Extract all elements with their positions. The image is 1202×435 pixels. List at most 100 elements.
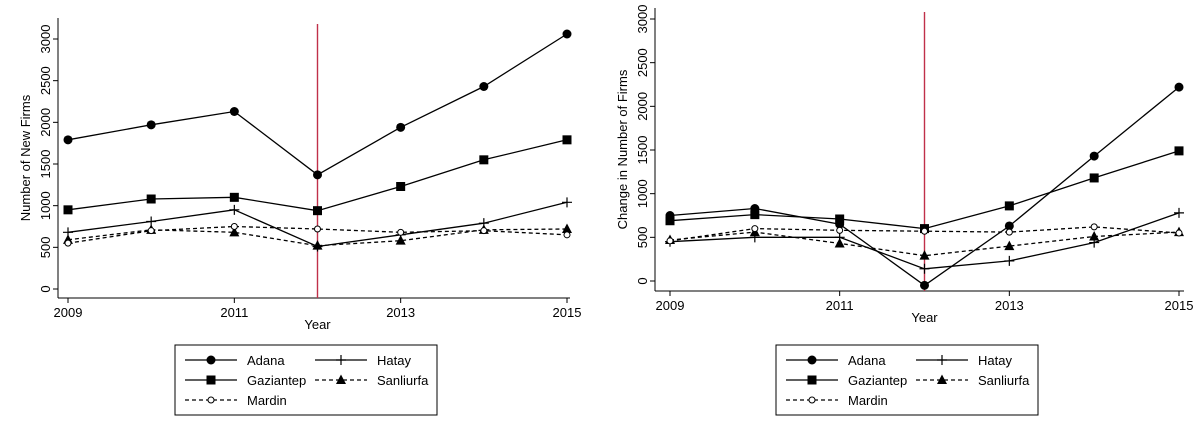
c1-series-hatay bbox=[665, 207, 1184, 274]
c1-point-mardin-2009 bbox=[666, 237, 674, 245]
c0-x-tick-label-2009: 2009 bbox=[54, 305, 83, 320]
c1-point-gaziantep-2009 bbox=[665, 216, 675, 226]
c1-point-sanliurfa-2013 bbox=[1004, 240, 1015, 251]
change-in-firms-chart: 0 500 1000 1500 2000 2500 3000 2009 2011 2013 2015… bbox=[615, 5, 1194, 416]
c1-point-sanliurfa-2011 bbox=[834, 237, 845, 248]
c0-point-mardin-2015 bbox=[563, 231, 571, 239]
c1-point-gaziantep-2014 bbox=[1089, 173, 1099, 183]
c0-point-gaziantep-2012 bbox=[313, 206, 322, 216]
c0-legend: Adana Hatay Gaziantep Sanliurfa Mardin bbox=[174, 344, 438, 416]
c0-legend-label-gaziantep: Gaziantep bbox=[247, 373, 306, 388]
c1-point-gaziantep-2011 bbox=[835, 214, 845, 224]
c1-point-mardin-2010 bbox=[751, 225, 759, 233]
c1-legend-label-adana: Adana bbox=[848, 353, 886, 368]
c0-point-gaziantep-2011 bbox=[229, 192, 239, 202]
c0-legend-label-adana: Adana bbox=[247, 353, 285, 368]
c1-x-tick-label-2013: 2013 bbox=[995, 298, 1024, 313]
c0-x-tick-label-2013: 2013 bbox=[386, 305, 415, 320]
c0-legend-label-hatay: Hatay bbox=[377, 353, 411, 368]
c0-y-axis-title: Number of New Firms bbox=[18, 94, 33, 221]
c0-point-gaziantep-2015 bbox=[562, 135, 572, 145]
c0-point-gaziantep-2010 bbox=[146, 194, 156, 204]
c1-legend: Adana Hatay Gaziantep Sanliurfa Mardin bbox=[775, 344, 1039, 416]
c0-y-tick-label-3000: 3000 bbox=[38, 25, 53, 54]
c1-x-tick-label-2009: 2009 bbox=[656, 298, 685, 313]
c0-point-mardin-2014 bbox=[480, 227, 488, 235]
c1-point-hatay-2015 bbox=[1174, 207, 1184, 218]
c0-point-sanliurfa-2015 bbox=[562, 223, 572, 233]
c1-point-mardin-2014 bbox=[1090, 223, 1098, 231]
c1-legend-marker-hatay bbox=[937, 355, 947, 365]
c1-y-tick-label-3000: 3000 bbox=[635, 5, 650, 34]
c0-point-sanliurfa-2012 bbox=[312, 240, 323, 250]
c1-series-mardin bbox=[666, 223, 1183, 245]
c0-x-tick-label-2011: 2011 bbox=[220, 305, 248, 320]
c1-y-tick-label-0: 0 bbox=[635, 277, 650, 284]
c0-legend-label-sanliurfa: Sanliurfa bbox=[377, 373, 429, 388]
c1-point-sanliurfa-2014 bbox=[1089, 230, 1100, 241]
c1-legend-label-hatay: Hatay bbox=[978, 353, 1012, 368]
c0-y-tick-label-1000: 1000 bbox=[38, 191, 53, 220]
c0-point-sanliurfa-2013 bbox=[395, 235, 406, 245]
c0-y-tick-label-0: 0 bbox=[38, 285, 53, 292]
c0-series-gaziantep bbox=[63, 135, 572, 216]
c0-point-adana-2015 bbox=[562, 29, 572, 39]
c1-point-sanliurfa-2012 bbox=[919, 250, 930, 260]
c1-y-axis-title: Change in Number of Firms bbox=[615, 69, 630, 229]
c1-legend-marker-gaziantep bbox=[807, 375, 817, 385]
c0-point-mardin-2009 bbox=[64, 239, 72, 247]
c1-legend-marker-mardin bbox=[808, 396, 816, 404]
c0-point-hatay-2011 bbox=[229, 204, 240, 215]
c1-point-mardin-2015 bbox=[1175, 229, 1183, 237]
c1-legend-label-mardin: Mardin bbox=[848, 393, 888, 408]
c0-point-hatay-2015 bbox=[562, 197, 572, 208]
c1-y-tick-label-2000: 2000 bbox=[635, 92, 650, 121]
c0-point-mardin-2011 bbox=[230, 223, 238, 230]
c1-point-adana-2014 bbox=[1089, 151, 1099, 161]
c0-y-tick-label-2000: 2000 bbox=[38, 108, 53, 137]
c0-legend-label-mardin: Mardin bbox=[247, 393, 287, 408]
c0-x-tick-label-2015: 2015 bbox=[553, 305, 582, 320]
c1-y-tick-label-500: 500 bbox=[635, 226, 650, 248]
c1-point-gaziantep-2013 bbox=[1004, 201, 1014, 211]
c0-point-adana-2012 bbox=[313, 170, 322, 180]
c1-y-tick-label-2500: 2500 bbox=[635, 48, 650, 77]
c0-point-adana-2011 bbox=[229, 107, 239, 116]
c0-legend-marker-mardin bbox=[207, 396, 215, 404]
c1-y-tick-label-1000: 1000 bbox=[635, 179, 650, 208]
c0-x-axis-title: Year bbox=[304, 317, 331, 332]
c1-legend-label-sanliurfa: Sanliurfa bbox=[978, 373, 1030, 388]
c0-y-tick-label-1500: 1500 bbox=[38, 150, 53, 179]
c0-legend-marker-gaziantep bbox=[206, 375, 216, 385]
c1-point-gaziantep-2010 bbox=[750, 210, 760, 220]
c0-point-gaziantep-2013 bbox=[396, 182, 406, 191]
c1-legend-label-gaziantep: Gaziantep bbox=[848, 373, 907, 388]
c0-point-adana-2014 bbox=[479, 82, 489, 91]
c1-point-mardin-2013 bbox=[1005, 228, 1013, 236]
c0-point-mardin-2010 bbox=[147, 227, 155, 235]
c1-legend-marker-adana bbox=[807, 355, 817, 365]
c0-series-adana bbox=[63, 29, 572, 180]
c0-point-gaziantep-2014 bbox=[479, 155, 489, 165]
c0-point-sanliurfa-2011 bbox=[229, 226, 240, 237]
c1-x-axis-title: Year bbox=[911, 310, 938, 325]
c1-point-mardin-2012 bbox=[921, 227, 928, 235]
c0-point-adana-2009 bbox=[63, 135, 73, 145]
c1-point-gaziantep-2015 bbox=[1174, 146, 1184, 156]
new-firms-chart: 0 500 1000 1500 2000 2500 3000 2009 2011 2013 2015… bbox=[18, 18, 582, 416]
c0-point-adana-2013 bbox=[396, 122, 406, 132]
c1-point-mardin-2011 bbox=[836, 226, 844, 234]
c0-y-tick-label-2500: 2500 bbox=[38, 66, 53, 95]
c0-point-adana-2010 bbox=[146, 120, 156, 130]
c1-legend-marker-sanliurfa bbox=[937, 374, 947, 384]
c0-series-mardin bbox=[64, 223, 571, 247]
c1-point-adana-2015 bbox=[1174, 82, 1184, 92]
c1-x-tick-label-2015: 2015 bbox=[1165, 298, 1194, 313]
c1-y-tick-label-1500: 1500 bbox=[635, 136, 650, 165]
c1-point-adana-2013 bbox=[1004, 221, 1014, 231]
c0-point-gaziantep-2009 bbox=[63, 205, 73, 215]
c0-legend-marker-hatay bbox=[336, 355, 346, 365]
c1-x-tick-label-2011: 2011 bbox=[826, 298, 854, 313]
c0-legend-marker-sanliurfa bbox=[336, 374, 346, 384]
c1-point-hatay-2012 bbox=[919, 263, 930, 274]
